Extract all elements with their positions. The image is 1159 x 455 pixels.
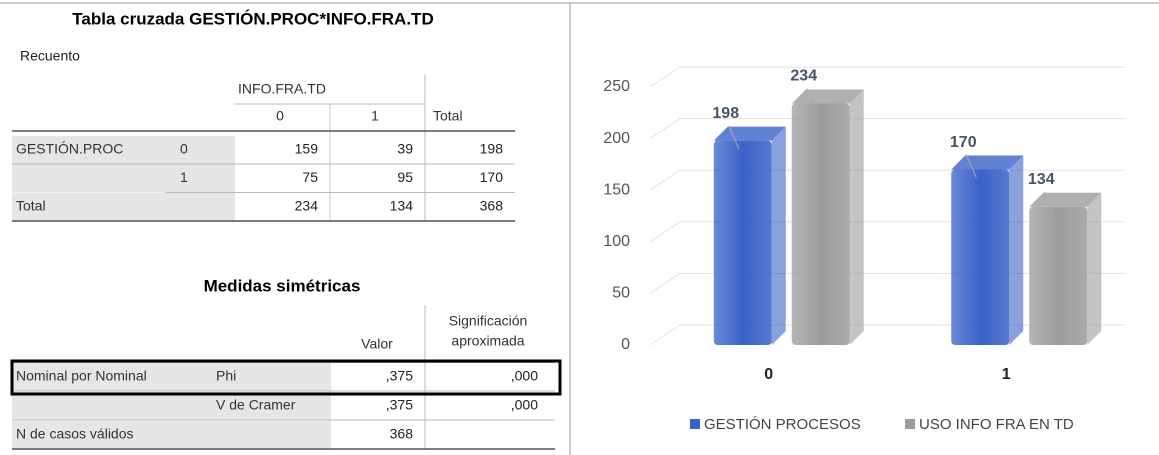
row-label: GESTIÓN.PROC [16,141,123,157]
bar [791,103,850,346]
x-tick-label: 0 [764,366,773,383]
cell: 368 [390,426,414,442]
bar [951,169,1010,345]
bar-top [713,126,786,141]
cell: 39 [397,141,413,157]
y-tick-label: 150 [603,181,630,198]
legend-label: GESTIÓN PROCESOS [704,416,861,433]
cell: ,375 [386,397,413,413]
row-label: Nominal por Nominal [16,368,147,384]
row-sublabel: Phi [216,368,236,384]
bar [713,140,772,345]
highlight-box [10,359,562,396]
rule [965,154,977,178]
bar-top [791,89,864,104]
cell: ,000 [511,397,538,413]
column-header: Valor [361,336,393,352]
grid-line [649,118,1125,140]
row-label-bg [12,421,330,449]
crosstab-subtitle: Recuento [20,48,80,64]
row-label-bg [12,193,235,221]
row-sublabel: V de Cramer [216,397,296,413]
bar-top [951,155,1024,170]
rule [1043,191,1055,215]
x-tick-label: 1 [1002,366,1011,383]
column-header: Significación [449,313,528,329]
rule [806,88,818,112]
legend-swatch [690,419,700,429]
grid-line [649,66,1125,88]
bar-top [1029,192,1102,207]
data-label: 234 [790,68,817,85]
cell: 234 [295,198,319,214]
column-header: 0 [276,108,284,124]
cell: ,000 [511,368,538,384]
column-header: aproximada [451,333,524,349]
y-tick-label: 100 [603,233,630,250]
cell: 95 [397,169,413,185]
data-label: 170 [950,134,977,151]
y-tick-label: 0 [621,336,630,353]
y-tick-label: 250 [603,78,630,95]
column-header: Total [433,108,463,124]
y-tick-label: 50 [612,285,630,302]
row-label-bg [12,164,235,193]
bar-side [1087,192,1102,345]
row-sublabel: 0 [180,141,188,157]
bar-side [771,126,786,345]
cell: 198 [480,141,504,157]
bar-side [1009,155,1024,345]
row-label-bg [12,363,330,391]
row-label: N de casos válidos [16,426,134,442]
row-label-bg [12,392,330,420]
cell: 368 [480,198,504,214]
cell: 159 [295,141,319,157]
y-tick-label: 200 [603,130,630,147]
column-group: INFO.FRA.TD [238,81,326,97]
cell: ,375 [386,368,413,384]
cell: 170 [480,169,504,185]
crosstab-title: Tabla cruzada GESTIÓN.PROC*INFO.FRA.TD [72,9,433,28]
row-label-bg [12,136,235,164]
bar [1029,206,1088,345]
legend-swatch [905,419,915,429]
data-label: 198 [712,105,739,122]
bar-side [849,89,864,346]
cell: 134 [390,198,414,214]
rule [728,125,740,149]
legend-label: USO INFO FRA EN TD [919,416,1074,433]
cell: 75 [302,169,318,185]
row-sublabel: 1 [180,169,188,185]
data-label: 134 [1028,171,1055,188]
row-label: Total [16,198,46,214]
measures-title: Medidas simétricas [204,276,361,295]
column-header: 1 [371,108,379,124]
